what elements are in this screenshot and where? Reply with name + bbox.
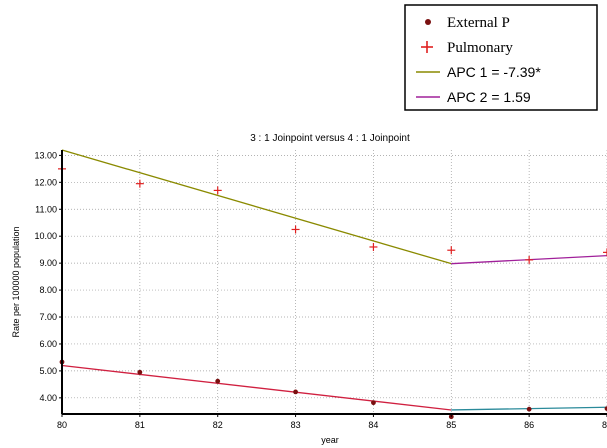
y-tick-label: 11.00 (35, 204, 57, 214)
x-tick-label: 82 (213, 420, 223, 430)
legend-item: APC 1 = -7.39* (416, 64, 541, 80)
y-tick-label: 5.00 (39, 366, 57, 376)
x-tick-label: 83 (291, 420, 301, 430)
data-point-external-p (215, 378, 221, 384)
y-tick-label: 6.00 (39, 339, 57, 349)
y-tick-label: 12.00 (34, 177, 57, 187)
x-tick-label: 81 (135, 420, 145, 430)
data-point-pulmonary (447, 246, 456, 255)
x-axis-title: year (321, 435, 339, 445)
x-tick-label: 87 (602, 420, 607, 430)
data-point-pulmonary (135, 179, 144, 188)
data-point-external-p (371, 400, 376, 406)
legend-item: External P (425, 15, 510, 31)
fit-line (61, 149, 452, 265)
y-tick-label: 13.00 (34, 150, 57, 160)
data-point-external-p (526, 406, 532, 412)
legend-label: Pulmonary (447, 40, 513, 56)
x-tick-label: 85 (446, 420, 456, 430)
data-point-external-p (137, 369, 143, 375)
plot-area: 80 81 82 83 84 85 86 87 4.00 5.00 6.00 7.00 8.00 9.0… (34, 149, 607, 430)
x-tick-label: 84 (368, 420, 378, 430)
legend-frame (404, 4, 598, 111)
y-tick-label: 9.00 (39, 258, 57, 268)
data-point-pulmonary (603, 248, 607, 257)
plot-frame (62, 150, 607, 414)
data-point-external-p (293, 389, 298, 395)
legend-label: APC 2 = 1.59 (447, 89, 531, 105)
legend-label: External P (447, 15, 510, 31)
legend-item: Pulmonary (421, 40, 513, 56)
legend-label: APC 1 = -7.39* (447, 64, 541, 80)
y-tick-label: 8.00 (39, 285, 57, 295)
y-axis-title: Rate per 100000 population (11, 226, 21, 337)
y-tick-label: 10.00 (34, 231, 57, 241)
chart-title: 3 : 1 Joinpoint versus 4 : 1 Joinpoint (250, 133, 410, 144)
legend-dot-marker (425, 19, 431, 25)
fit-line (61, 364, 452, 411)
y-tick-label: 7.00 (39, 312, 57, 322)
x-tick-label: 80 (57, 420, 67, 430)
data-point-pulmonary (369, 242, 378, 251)
y-tick-label: 4.00 (39, 393, 57, 403)
data-point-external-p (604, 406, 607, 412)
legend-item: APC 2 = 1.59 (416, 89, 531, 105)
legend: External P Pulmonary APC 1 = -7.39* APC 2 =… (404, 4, 598, 111)
data-point-pulmonary (525, 255, 534, 264)
x-tick-label: 86 (524, 420, 534, 430)
data-point-pulmonary (291, 225, 300, 234)
data-point-pulmonary (213, 186, 222, 195)
